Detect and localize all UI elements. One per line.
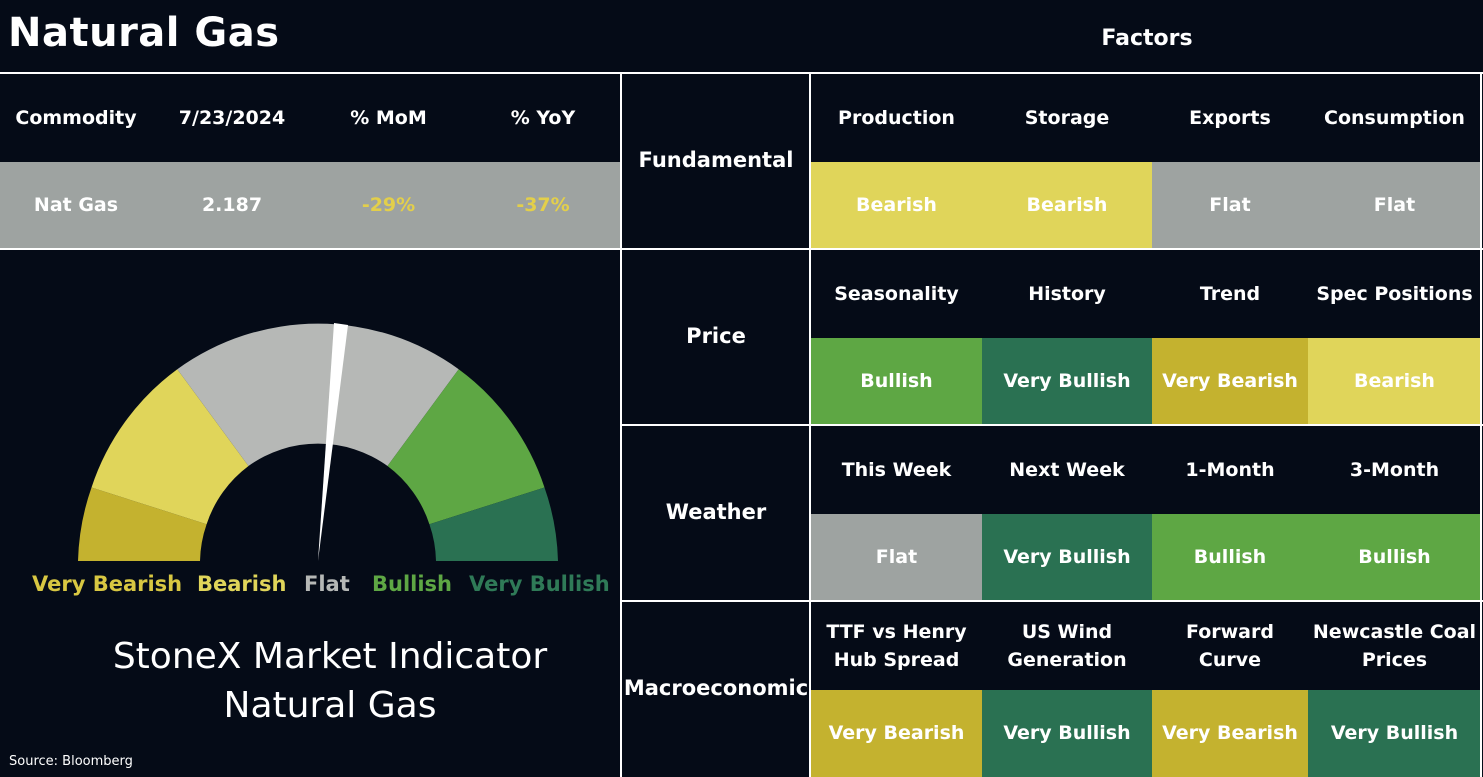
commodity-header: Commodity [15,106,137,129]
divider-row2 [621,424,1483,426]
indicator-title-line1: StoneX Market Indicator [112,636,548,677]
factor-value-badge: Flat [1308,162,1481,248]
divider-right [1480,72,1482,777]
factor-header: Next Week [1009,458,1125,481]
factor-value-badge: Very Bearish [1152,338,1308,424]
gauge-label-bearish: Bearish [197,572,287,596]
factor-value-badge: Bearish [811,162,982,248]
gauge-segment-very-bearish [78,487,207,561]
factor-value-badge: Very Bullish [1308,690,1481,777]
factor-header: US Wind Generation [1007,620,1127,672]
date-header: 7/23/2024 [178,106,286,129]
factor-value-badge: Bullish [1308,514,1481,600]
factor-header: Exports [1189,106,1271,129]
factor-header: History [1028,282,1106,305]
yoy-header: % YoY [510,106,576,129]
factor-header: 3-Month [1349,458,1440,481]
factor-header: Seasonality [834,282,959,305]
gauge-needle [318,323,348,561]
commodity-name: Nat Gas [33,194,119,217]
factor-header: Newcastle Coal Prices [1312,620,1477,672]
page-title: Natural Gas [8,10,280,56]
commodity-row-bg [0,162,621,249]
factor-value-badge: Very Bullish [982,514,1152,600]
factor-header: Spec Positions [1316,282,1473,305]
gauge-segment-very-bullish [429,487,558,561]
factor-value-badge: Very Bullish [982,338,1152,424]
factor-header: Storage [1024,106,1110,129]
factor-category-fundamental: Fundamental [638,148,794,173]
gauge-segment-bullish [387,369,545,525]
factor-header: Consumption [1324,106,1465,129]
source-note: Source: Bloomberg [9,754,133,769]
gauge-segment-bearish [91,369,249,525]
yoy-value: -37% [516,194,570,217]
factor-header: TTF vs Henry Hub Spread [826,620,967,672]
factor-value-badge: Bearish [982,162,1152,248]
divider-left [620,72,622,777]
mom-value: -29% [361,194,416,217]
factor-value-badge: Very Bearish [811,690,982,777]
factor-header: This Week [841,458,952,481]
factors-title: Factors [1101,25,1193,51]
mom-header: % MoM [350,106,427,129]
gauge-label-very-bullish: Very Bullish [469,572,610,596]
indicator-title-line2: Natural Gas [223,685,437,726]
factor-value-badge: Flat [811,514,982,600]
divider-top [0,72,1483,74]
gauge-segment-flat [177,323,459,466]
divider-row1 [0,248,1483,250]
gauge-label-flat: Flat [304,572,350,596]
factor-value-badge: Bearish [1308,338,1481,424]
gauge-label-bullish: Bullish [372,572,453,596]
factor-header: Forward Curve [1186,620,1274,672]
factor-header: Trend [1199,282,1261,305]
factor-category-macroeconomic: Macroeconomic [623,676,809,701]
factor-header: Production [838,106,955,129]
factor-category-weather: Weather [665,500,767,525]
divider-row3 [621,600,1483,602]
factor-value-badge: Flat [1152,162,1308,248]
factor-value-badge: Bullish [811,338,982,424]
factor-value-badge: Very Bullish [982,690,1152,777]
factor-value-badge: Very Bearish [1152,690,1308,777]
divider-category [809,72,811,777]
factor-header: 1-Month [1185,458,1275,481]
gauge-label-very-bearish: Very Bearish [32,572,183,596]
price-value: 2.187 [201,194,263,217]
gauge-chart [78,323,558,561]
factor-value-badge: Bullish [1152,514,1308,600]
factor-category-price: Price [686,324,746,349]
